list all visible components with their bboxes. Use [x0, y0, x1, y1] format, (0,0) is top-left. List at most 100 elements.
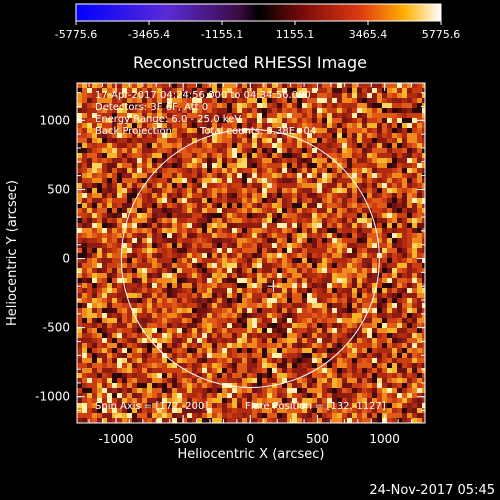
heatmap-cell	[367, 253, 372, 258]
heatmap-cell	[342, 393, 347, 398]
heatmap-cell	[267, 153, 272, 158]
heatmap-cell	[167, 93, 172, 98]
heatmap-cell	[362, 153, 367, 158]
heatmap-cell	[92, 358, 97, 363]
heatmap-cell	[187, 213, 192, 218]
heatmap-cell	[372, 273, 377, 278]
heatmap-cell	[127, 178, 132, 183]
heatmap-cell	[112, 108, 117, 113]
heatmap-cell	[322, 138, 327, 143]
heatmap-cell	[392, 318, 397, 323]
heatmap-cell	[177, 303, 182, 308]
heatmap-cell	[152, 173, 157, 178]
heatmap-cell	[357, 388, 362, 393]
heatmap-cell	[112, 208, 117, 213]
heatmap-cell	[177, 363, 182, 368]
heatmap-cell	[387, 178, 392, 183]
heatmap-cell	[107, 348, 112, 353]
heatmap-cell	[187, 403, 192, 408]
heatmap-cell	[312, 178, 317, 183]
heatmap-cell	[402, 108, 407, 113]
heatmap-cell	[267, 143, 272, 148]
heatmap-cell	[317, 383, 322, 388]
heatmap-cell	[202, 293, 207, 298]
heatmap-cell	[77, 198, 82, 203]
heatmap-cell	[192, 183, 197, 188]
heatmap-cell	[97, 338, 102, 343]
heatmap-cell	[332, 98, 337, 103]
heatmap-cell	[322, 233, 327, 238]
heatmap-cell	[392, 258, 397, 263]
heatmap-cell	[287, 278, 292, 283]
heatmap-cell	[147, 178, 152, 183]
heatmap-cell	[77, 258, 82, 263]
heatmap-cell	[352, 258, 357, 263]
heatmap-cell	[247, 263, 252, 268]
heatmap-cell	[142, 253, 147, 258]
heatmap-cell	[352, 373, 357, 378]
heatmap-cell	[212, 103, 217, 108]
heatmap-cell	[412, 363, 417, 368]
heatmap-cell	[382, 118, 387, 123]
heatmap-cell	[147, 193, 152, 198]
heatmap-cell	[107, 123, 112, 128]
heatmap-cell	[352, 333, 357, 338]
heatmap-cell	[262, 343, 267, 348]
heatmap-cell	[307, 343, 312, 348]
heatmap-cell	[282, 268, 287, 273]
heatmap-cell	[112, 283, 117, 288]
heatmap-cell	[202, 148, 207, 153]
heatmap-cell	[177, 358, 182, 363]
heatmap-cell	[402, 178, 407, 183]
heatmap-cell	[152, 418, 157, 423]
heatmap-cell	[287, 413, 292, 418]
heatmap-cell	[167, 408, 172, 413]
heatmap-cell	[417, 273, 422, 278]
heatmap-cell	[132, 258, 137, 263]
heatmap-cell	[272, 163, 277, 168]
heatmap-cell	[272, 418, 277, 423]
heatmap-cell	[407, 183, 412, 188]
heatmap-cell	[382, 153, 387, 158]
heatmap-cell	[167, 188, 172, 193]
heatmap-cell	[132, 368, 137, 373]
heatmap-cell	[247, 133, 252, 138]
heatmap-cell	[397, 143, 402, 148]
heatmap-cell	[267, 123, 272, 128]
heatmap-cell	[202, 163, 207, 168]
heatmap-cell	[142, 388, 147, 393]
heatmap-cell	[417, 388, 422, 393]
heatmap-cell	[117, 138, 122, 143]
heatmap-cell	[197, 343, 202, 348]
heatmap-cell	[137, 93, 142, 98]
heatmap-cell	[207, 183, 212, 188]
heatmap-cell	[312, 253, 317, 258]
heatmap-cell	[382, 408, 387, 413]
heatmap-cell	[242, 333, 247, 338]
heatmap-cell	[357, 383, 362, 388]
heatmap-cell	[82, 93, 87, 98]
heatmap-cell	[337, 228, 342, 233]
heatmap-cell	[97, 208, 102, 213]
heatmap-cell	[192, 313, 197, 318]
heatmap-cell	[157, 383, 162, 388]
heatmap-cell	[222, 198, 227, 203]
heatmap-cell	[382, 138, 387, 143]
heatmap-cell	[102, 113, 107, 118]
heatmap-cell	[222, 273, 227, 278]
heatmap-cell	[87, 388, 92, 393]
heatmap-cell	[202, 178, 207, 183]
heatmap-cell	[292, 268, 297, 273]
heatmap-cell	[147, 158, 152, 163]
heatmap-cell	[312, 313, 317, 318]
heatmap-cell	[157, 398, 162, 403]
heatmap-cell	[212, 203, 217, 208]
heatmap-cell	[222, 243, 227, 248]
heatmap-cell	[327, 383, 332, 388]
heatmap-cell	[422, 158, 425, 163]
heatmap-cell	[87, 318, 92, 323]
heatmap-cell	[82, 393, 87, 398]
heatmap-cell	[292, 358, 297, 363]
heatmap-cell	[382, 248, 387, 253]
heatmap-cell	[192, 193, 197, 198]
